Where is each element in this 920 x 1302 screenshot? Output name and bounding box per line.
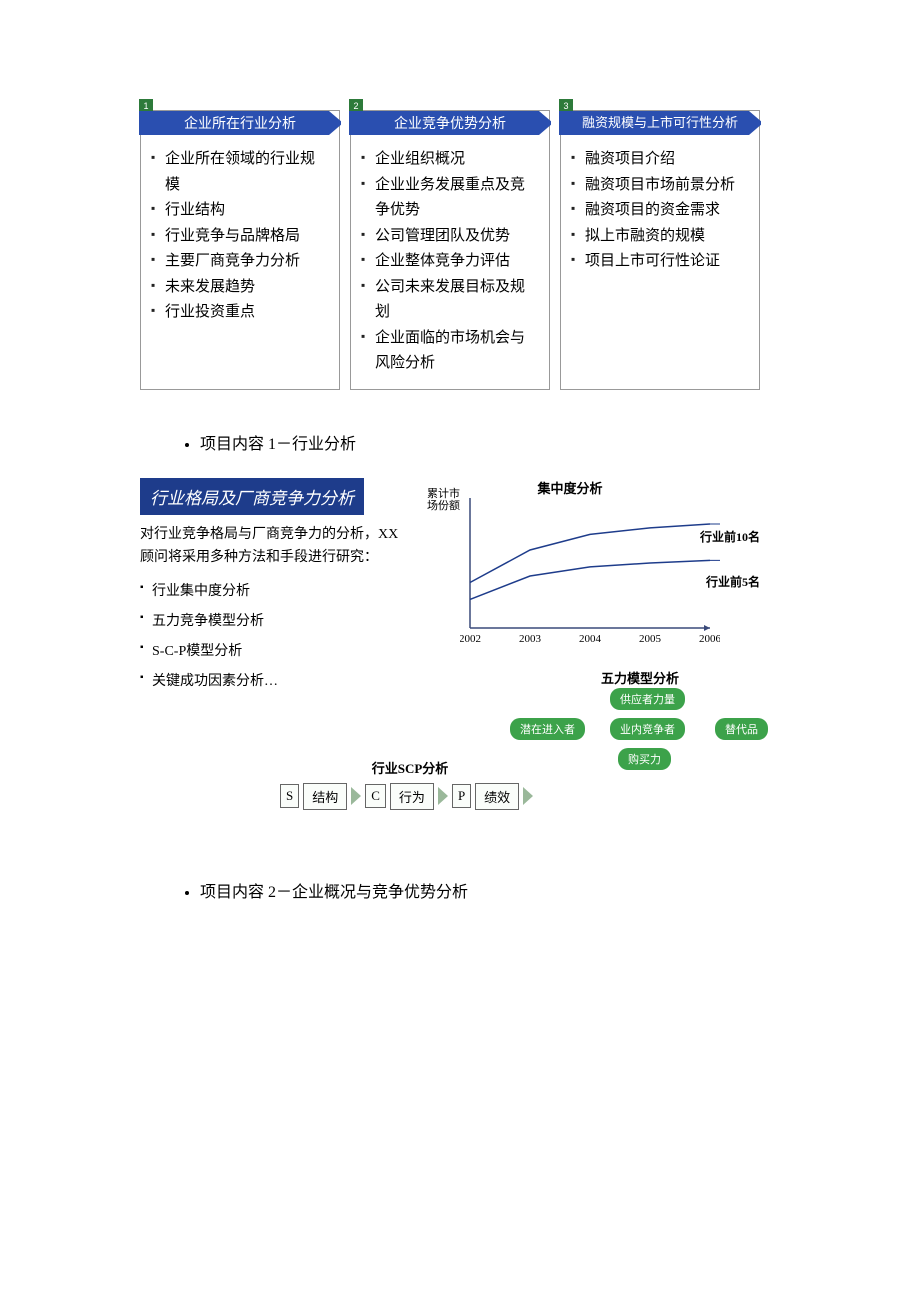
list-item: 公司未来发展目标及规划 — [361, 275, 539, 326]
scp-diagram: 行业SCP分析 S结构 C行为 P绩效 — [280, 758, 540, 810]
column-2: 2 企业竞争优势分析 企业组织概况 企业业务发展重点及竞争优势 公司管理团队及优… — [350, 110, 550, 390]
five-forces-node: 潜在进入者 — [510, 718, 585, 740]
panel-list-item: 行业集中度分析 — [140, 580, 400, 600]
five-forces-node: 替代品 — [715, 718, 768, 740]
scp-title: 行业SCP分析 — [280, 758, 540, 777]
three-column-table: 1 企业所在行业分析 企业所在领域的行业规模 行业结构 行业竞争与品牌格局 主要… — [140, 110, 780, 390]
list-item: 融资项目市场前景分析 — [571, 173, 749, 199]
section-bullet: 项目内容 1－行业分析 — [200, 430, 780, 454]
svg-text:2004: 2004 — [579, 633, 602, 645]
column-3: 3 融资规模与上市可行性分析 融资项目介绍 融资项目市场前景分析 融资项目的资金… — [560, 110, 760, 390]
five-forces-node: 业内竞争者 — [610, 718, 685, 740]
section-bullet: 项目内容 2－企业概况与竞争优势分析 — [200, 878, 780, 902]
column-title: 企业所在行业分析 — [139, 111, 341, 135]
svg-text:2002: 2002 — [460, 633, 481, 645]
column-title: 融资规模与上市可行性分析 — [559, 111, 761, 135]
list-item: 公司管理团队及优势 — [361, 224, 539, 250]
scp-code: C — [365, 784, 386, 808]
column-1: 1 企业所在行业分析 企业所在领域的行业规模 行业结构 行业竞争与品牌格局 主要… — [140, 110, 340, 390]
panel-list-item: 五力竞争模型分析 — [140, 610, 400, 630]
list-item: 企业组织概况 — [361, 147, 539, 173]
svg-text:2003: 2003 — [519, 633, 542, 645]
list-item: 行业投资重点 — [151, 300, 329, 326]
column-title: 企业竞争优势分析 — [349, 111, 551, 135]
list-item: 企业所在领域的行业规模 — [151, 147, 329, 198]
scp-code: P — [452, 784, 471, 808]
list-item: 企业业务发展重点及竞争优势 — [361, 173, 539, 224]
panel-list-item: S-C-P模型分析 — [140, 640, 400, 660]
panel-list-item: 关键成功因素分析… — [140, 670, 400, 690]
scp-step: 行为 — [390, 783, 434, 810]
list-item: 融资项目的资金需求 — [571, 198, 749, 224]
scp-step: 绩效 — [475, 783, 519, 810]
list-item: 未来发展趋势 — [151, 275, 329, 301]
five-forces-node: 供应者力量 — [610, 688, 685, 710]
section-title: 项目内容 2－企业概况与竞争优势分析 — [200, 878, 780, 902]
list-item: 拟上市融资的规模 — [571, 224, 749, 250]
section-title: 项目内容 1－行业分析 — [200, 430, 780, 454]
five-forces-node: 购买力 — [618, 748, 671, 770]
list-item: 企业整体竞争力评估 — [361, 249, 539, 275]
panel-intro: 对行业竞争格局与厂商竞争力的分析，XX顾问将采用多种方法和手段进行研究： — [140, 523, 400, 571]
series-label: 行业前5名 — [706, 573, 760, 590]
svg-text:2005: 2005 — [639, 633, 662, 645]
list-item: 行业结构 — [151, 198, 329, 224]
series-label: 行业前10名 — [700, 528, 760, 545]
list-item: 主要厂商竞争力分析 — [151, 249, 329, 275]
arrow-icon — [351, 787, 361, 805]
chart-svg: 2002 2003 2004 2005 2006 — [460, 488, 720, 648]
list-item: 企业面临的市场机会与风险分析 — [361, 326, 539, 377]
arrow-icon — [438, 787, 448, 805]
five-forces-title: 五力模型分析 — [500, 668, 780, 687]
five-forces-diagram: 五力模型分析 供应者力量潜在进入者 业内竞争者 替代品购买力 — [500, 668, 780, 788]
scp-code: S — [280, 784, 299, 808]
chart-ylabel: 累计市场份额 — [420, 488, 460, 512]
svg-text:2006: 2006 — [699, 633, 720, 645]
concentration-chart: 集中度分析 累计市场份额 20022003200420052006 行业前10名… — [420, 478, 720, 658]
arrow-icon — [523, 787, 533, 805]
list-item: 行业竞争与品牌格局 — [151, 224, 329, 250]
list-item: 项目上市可行性论证 — [571, 249, 749, 275]
panel-title: 行业格局及厂商竞争力分析 — [140, 478, 364, 515]
list-item: 融资项目介绍 — [571, 147, 749, 173]
scp-step: 结构 — [303, 783, 347, 810]
